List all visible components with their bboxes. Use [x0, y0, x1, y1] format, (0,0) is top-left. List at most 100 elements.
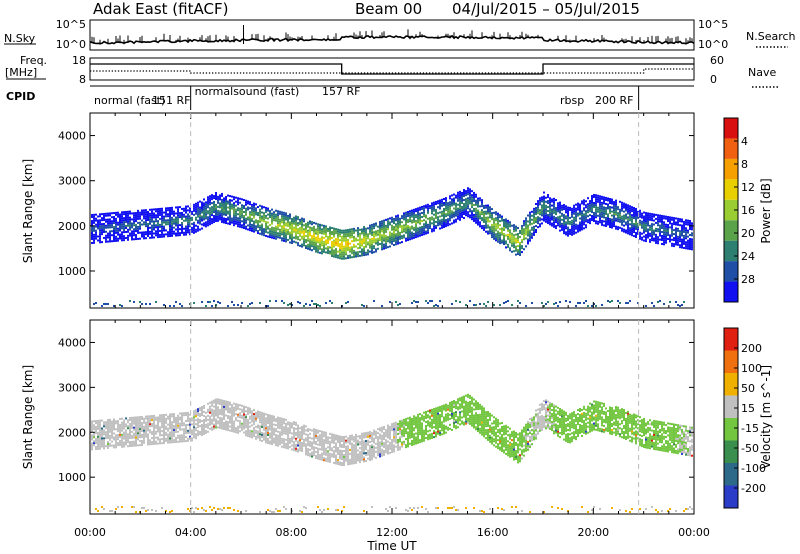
range-gate-cell	[579, 229, 581, 232]
range-gate-cell	[409, 232, 411, 235]
range-gate-cell	[369, 240, 371, 243]
range-gate-cell	[175, 228, 177, 231]
range-gate-cell	[603, 216, 605, 219]
range-gate-cell	[409, 234, 411, 237]
range-gate-cell	[107, 424, 109, 427]
range-gate-cell	[113, 432, 115, 435]
range-gate-cell	[201, 219, 203, 222]
range-gate-cell	[153, 220, 155, 223]
range-gate-cell	[425, 216, 427, 219]
range-gate-cell	[107, 432, 109, 435]
range-gate-cell	[341, 257, 343, 260]
range-gate-cell	[131, 434, 133, 437]
range-gate-cell	[569, 208, 571, 211]
clutter-cell	[389, 301, 391, 303]
range-gate-cell	[149, 419, 151, 422]
range-gate-cell	[151, 212, 153, 215]
range-gate-cell	[191, 216, 193, 219]
range-gate-cell	[509, 239, 511, 242]
range-gate-cell	[387, 228, 389, 231]
range-gate-cell	[511, 242, 513, 245]
range-gate-cell	[131, 424, 133, 427]
range-gate-cell	[439, 221, 441, 224]
range-gate-cell	[117, 223, 119, 226]
range-gate-cell	[513, 228, 515, 231]
range-gate-cell	[473, 213, 475, 216]
clutter-cell	[169, 511, 171, 513]
range-gate-cell	[97, 445, 99, 448]
range-gate-cell	[377, 239, 379, 242]
range-gate-cell	[211, 212, 213, 215]
range-gate-cell	[147, 232, 149, 235]
range-gate-cell	[101, 431, 103, 434]
range-gate-cell	[111, 444, 113, 447]
range-gate-cell	[477, 205, 479, 208]
range-gate-cell	[139, 416, 141, 419]
range-gate-cell	[317, 249, 319, 252]
range-gate-cell	[275, 231, 277, 234]
range-gate-cell	[617, 206, 619, 209]
range-gate-cell	[501, 233, 503, 236]
range-gate-cell	[615, 203, 617, 206]
range-gate-cell	[165, 421, 167, 424]
range-gate-cell	[203, 428, 205, 431]
range-gate-cell	[361, 232, 363, 235]
range-gate-cell	[279, 232, 281, 235]
range-gate-cell	[547, 214, 549, 217]
range-gate-cell	[113, 222, 115, 225]
range-gate-cell	[677, 243, 679, 246]
range-gate-cell	[581, 224, 583, 227]
range-gate-cell	[279, 210, 281, 213]
range-gate-cell	[97, 239, 99, 242]
range-gate-cell	[637, 232, 639, 235]
range-gate-cell	[287, 435, 289, 438]
range-gate-cell	[279, 439, 281, 442]
range-gate-cell	[181, 207, 183, 210]
range-gate-cell	[99, 447, 101, 450]
range-gate-cell	[477, 213, 479, 216]
range-gate-cell	[193, 432, 195, 435]
range-gate-cell	[475, 219, 477, 222]
nsky-label: N.Sky	[4, 32, 36, 45]
range-gate-cell	[327, 245, 329, 248]
range-gate-cell	[411, 211, 413, 214]
range-gate-cell	[407, 236, 409, 239]
range-gate-cell	[91, 224, 93, 227]
range-gate-cell	[585, 206, 587, 209]
range-gate-cell	[197, 229, 199, 232]
range-gate-cell	[217, 410, 219, 413]
range-gate-cell	[257, 414, 259, 417]
range-gate-cell	[409, 228, 411, 231]
range-gate-cell	[259, 226, 261, 229]
range-gate-cell	[251, 410, 253, 413]
range-gate-cell	[211, 400, 213, 403]
range-gate-cell	[177, 424, 179, 427]
clutter-cell	[475, 304, 477, 306]
range-gate-cell	[251, 418, 253, 421]
range-gate-cell	[511, 238, 513, 241]
range-gate-cell	[277, 436, 279, 439]
range-gate-cell	[513, 230, 515, 233]
range-gate-cell	[173, 210, 175, 213]
range-gate-cell	[255, 227, 257, 230]
range-gate-cell	[223, 415, 225, 418]
range-gate-cell	[119, 425, 121, 428]
range-gate-cell	[171, 429, 173, 432]
range-gate-cell	[401, 221, 403, 224]
range-gate-cell	[585, 218, 587, 221]
range-gate-cell	[467, 193, 469, 196]
range-gate-cell	[691, 222, 693, 225]
range-gate-cell	[111, 422, 113, 425]
range-gate-cell	[109, 420, 111, 423]
range-gate-cell	[631, 216, 633, 219]
range-gate-cell	[91, 242, 93, 245]
range-gate-cell	[295, 241, 297, 244]
range-gate-cell	[135, 214, 137, 217]
range-gate-cell	[361, 242, 363, 245]
range-gate-cell	[171, 226, 173, 229]
range-gate-cell	[377, 231, 379, 234]
range-gate-cell	[133, 428, 135, 431]
range-gate-cell	[229, 205, 231, 208]
range-gate-cell	[543, 195, 545, 198]
range-gate-cell	[561, 204, 563, 207]
